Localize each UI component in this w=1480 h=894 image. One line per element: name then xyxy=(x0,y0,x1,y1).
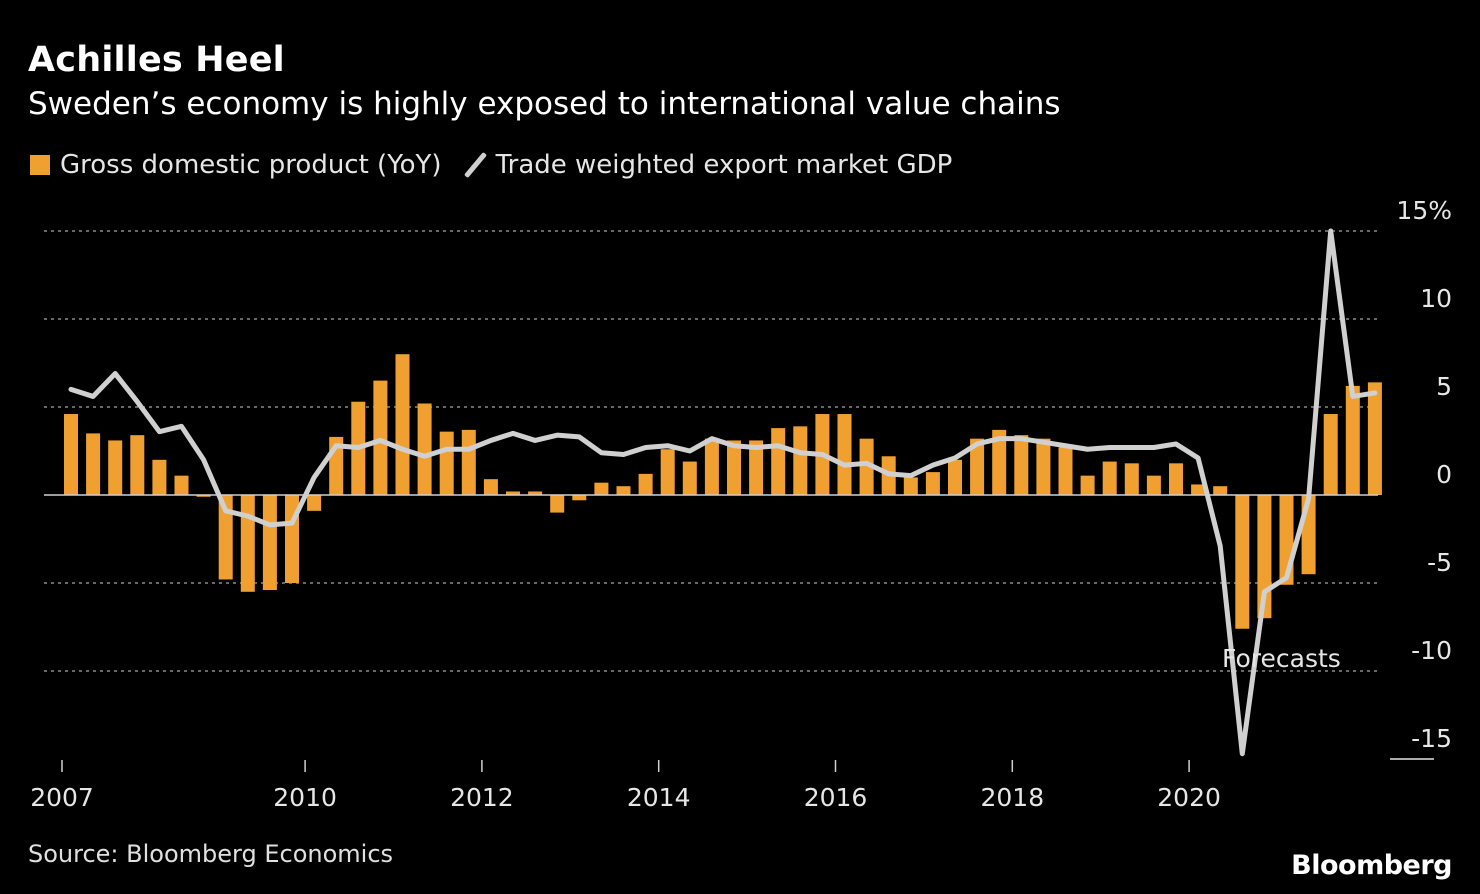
gdp-bar xyxy=(152,459,167,495)
gdp-bar xyxy=(1124,463,1139,495)
gdp-bars xyxy=(64,354,1382,629)
y-tick-label: 0 xyxy=(1436,460,1452,489)
gdp-bar xyxy=(771,428,786,495)
y-axis-ticks: 15% 10 5 0 -5 -10 -15 xyxy=(1390,196,1452,760)
grid-lines xyxy=(44,230,1378,672)
gdp-bar xyxy=(970,438,985,495)
gdp-bar xyxy=(1146,475,1161,495)
gdp-bar xyxy=(727,440,741,495)
gdp-bar xyxy=(925,472,940,495)
gdp-bar xyxy=(550,495,565,513)
gdp-bar xyxy=(859,438,874,495)
gdp-bar xyxy=(86,433,101,495)
gdp-bar xyxy=(395,354,410,495)
legend-swatch-gdp xyxy=(30,155,50,175)
y-tick-label: 15% xyxy=(1396,196,1452,225)
gdp-bar xyxy=(417,403,432,495)
gdp-bar xyxy=(837,414,852,495)
legend-label-export: Trade weighted export market GDP xyxy=(495,150,953,180)
gdp-bar xyxy=(903,477,918,495)
gdp-bar xyxy=(64,414,78,495)
y-tick-label: 5 xyxy=(1436,372,1452,401)
gdp-bar xyxy=(461,429,476,495)
x-tick-label: 2010 xyxy=(273,783,337,812)
gdp-bar xyxy=(1058,447,1073,495)
export-gdp-line xyxy=(68,228,1378,757)
x-tick-label: 2012 xyxy=(450,783,514,812)
gdp-bar xyxy=(638,473,653,495)
y-tick-label: -15 xyxy=(1411,724,1452,753)
gdp-bar xyxy=(262,495,277,591)
source-note: Source: Bloomberg Economics xyxy=(28,840,394,868)
gdp-bar xyxy=(439,431,454,495)
gdp-bar xyxy=(793,426,808,495)
export-gdp-polyline xyxy=(68,228,1378,757)
gdp-bar xyxy=(373,380,388,495)
gdp-bar xyxy=(1169,463,1183,495)
y-tick-label: -10 xyxy=(1411,636,1452,665)
y-tick-label: -5 xyxy=(1427,548,1452,577)
x-tick-label: 2016 xyxy=(804,783,868,812)
gdp-bar xyxy=(307,495,322,511)
gdp-bar xyxy=(1323,414,1338,495)
gdp-bar xyxy=(506,491,520,495)
gdp-bar xyxy=(1014,435,1029,495)
gdp-bar xyxy=(130,435,145,495)
gdp-bar xyxy=(594,482,609,495)
gdp-bar xyxy=(1036,438,1051,495)
gdp-bar xyxy=(749,440,764,495)
legend: Gross domestic product (YoY) Trade weigh… xyxy=(30,150,952,180)
gdp-bar xyxy=(240,495,255,592)
gdp-bar xyxy=(483,479,498,495)
x-tick-label: 2014 xyxy=(627,783,691,812)
x-tick-label: 2007 xyxy=(30,783,94,812)
gdp-bar xyxy=(1102,461,1117,495)
gdp-bar xyxy=(572,495,587,501)
gdp-bar xyxy=(992,429,1007,495)
chart-title: Achilles Heel xyxy=(28,40,285,80)
gdp-bar xyxy=(1235,495,1250,629)
gdp-bar xyxy=(1345,385,1360,495)
gdp-bar xyxy=(196,495,211,497)
x-tick-label: 2018 xyxy=(980,783,1044,812)
gdp-bar xyxy=(660,449,675,495)
gdp-bar xyxy=(1367,382,1382,495)
x-tick-label: 2020 xyxy=(1157,783,1221,812)
gdp-bar xyxy=(704,438,719,495)
gdp-bar xyxy=(1191,484,1206,495)
gdp-bar xyxy=(218,495,233,580)
gdp-bar xyxy=(1080,475,1095,495)
gdp-bar xyxy=(948,459,962,495)
gdp-bar xyxy=(682,461,697,495)
bloomberg-logo: Bloomberg xyxy=(1291,850,1452,881)
gdp-bar xyxy=(616,486,631,495)
x-axis: 2007 2010 2012 2014 2016 2018 2020 xyxy=(30,494,1378,812)
gdp-bar xyxy=(108,440,123,495)
gdp-bar xyxy=(528,491,543,495)
gdp-bar xyxy=(1213,486,1228,495)
chart-subtitle: Sweden’s economy is highly exposed to in… xyxy=(28,86,1061,122)
gdp-bar xyxy=(174,475,189,495)
legend-label-gdp: Gross domestic product (YoY) xyxy=(60,150,442,180)
forecasts-annotation: Forecasts xyxy=(1222,644,1341,673)
y-tick-label: 10 xyxy=(1420,284,1452,313)
